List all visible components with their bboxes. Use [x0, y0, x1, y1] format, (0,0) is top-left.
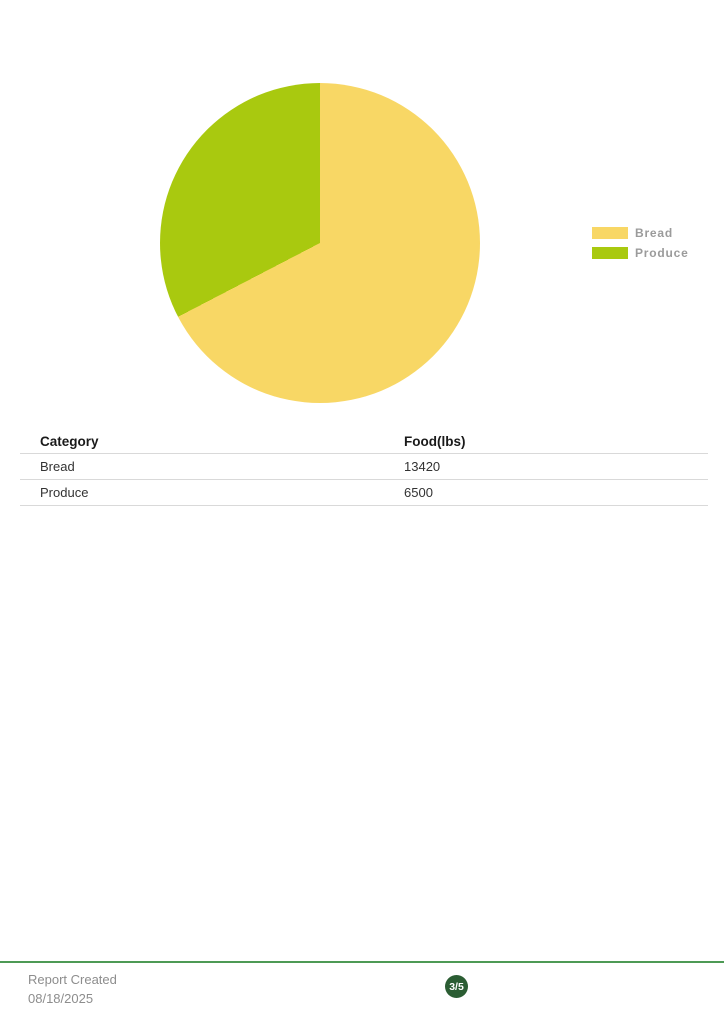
table-cell-category: Produce: [40, 485, 89, 500]
legend-swatch-produce: [592, 247, 628, 259]
legend-item-bread: Bread: [592, 226, 689, 240]
report-created-label: Report Created: [28, 972, 117, 987]
report-created-date: 08/18/2025: [28, 991, 94, 1006]
legend-swatch-bread: [592, 227, 628, 239]
chart-legend: Bread Produce: [592, 226, 689, 266]
table-header-row: Category Food(lbs): [20, 429, 708, 453]
legend-label-produce: Produce: [635, 246, 689, 260]
table-header-category: Category: [40, 433, 99, 449]
page-number-badge: 3/5: [445, 975, 468, 998]
table-row: Bread 13420: [20, 453, 708, 479]
table-cell-value: 6500: [404, 485, 433, 500]
category-table: Category Food(lbs) Bread 13420 Produce 6…: [20, 429, 708, 506]
pie-chart: [160, 83, 480, 403]
table-cell-value: 13420: [404, 459, 441, 474]
legend-item-produce: Produce: [592, 246, 689, 260]
table-row: Produce 6500: [20, 479, 708, 505]
footer-report-info: Report Created 08/18/2025: [28, 970, 117, 1008]
table-header-food-lbs: Food(lbs): [404, 433, 466, 449]
table-cell-category: Bread: [40, 459, 75, 474]
legend-label-bread: Bread: [635, 226, 674, 240]
table-bottom-border: [20, 505, 708, 506]
footer-divider: [0, 961, 724, 963]
